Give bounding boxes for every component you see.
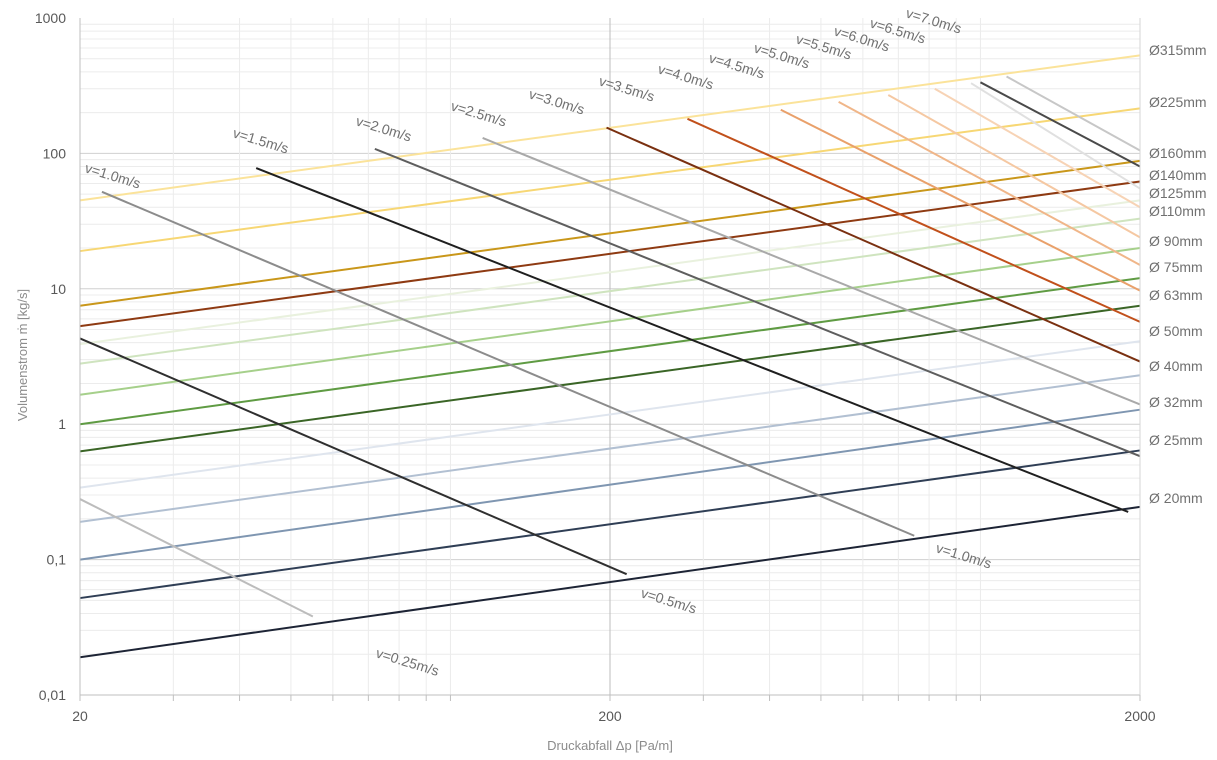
x-tick-label: 2000 (1124, 708, 1155, 724)
velocity-line (79, 337, 628, 576)
velocity-line (255, 167, 1129, 513)
diameter-label: Ø140mm (1149, 167, 1207, 183)
diameter-line (79, 340, 1141, 489)
diameter-lines (79, 54, 1141, 659)
velocity-line (838, 101, 1141, 266)
diameter-label: Ø 63mm (1149, 287, 1203, 303)
diameter-line (79, 247, 1141, 396)
velocity-line (934, 87, 1141, 209)
x-axis-title: Druckabfall Δp [Pa/m] (547, 738, 673, 753)
diameter-line (79, 374, 1141, 523)
velocity-label: v=0.25m/s (374, 645, 441, 679)
diameter-line (79, 408, 1141, 561)
velocity-line (79, 498, 314, 618)
y-tick-label: 1 (58, 416, 66, 432)
diameter-label: Ø 20mm (1149, 490, 1203, 506)
diameter-label: Ø160mm (1149, 145, 1207, 161)
diameter-line (79, 107, 1141, 253)
velocity-line (780, 108, 1141, 292)
velocity-line (687, 117, 1141, 323)
diameter-line (79, 505, 1141, 659)
velocity-label: v=2.0m/s (354, 113, 413, 145)
diameter-label: Ø 90mm (1149, 233, 1203, 249)
tick-labels: 20 200 2000 0,01 0,1 1 10 100 1000 (35, 10, 1156, 724)
diameter-line (79, 54, 1141, 202)
diameter-label: Ø125mm (1149, 185, 1207, 201)
diameter-label: Ø 50mm (1149, 323, 1203, 339)
diameter-label: Ø 32mm (1149, 394, 1203, 410)
x-tick-label: 20 (72, 708, 88, 724)
velocity-label: v=4.0m/s (656, 61, 715, 93)
diameter-line (79, 180, 1141, 328)
y-tick-label: 1000 (35, 10, 66, 26)
diameter-label: Ø315mm (1149, 42, 1207, 58)
y-tick-label: 0,01 (39, 687, 66, 703)
diameter-label: Ø225mm (1149, 94, 1207, 110)
diameter-line (79, 304, 1141, 453)
diameter-line (79, 199, 1141, 346)
diameter-line (79, 277, 1141, 426)
velocity-label: v=1.0m/s (934, 540, 993, 572)
diameter-label: Ø 75mm (1149, 259, 1203, 275)
velocity-label: v=1.0m/s (83, 160, 142, 192)
velocity-line (979, 81, 1141, 168)
velocity-lines (79, 75, 1141, 618)
x-tick-label: 200 (598, 708, 622, 724)
velocity-line (101, 190, 915, 537)
velocity-label: v=2.5m/s (449, 98, 508, 130)
y-tick-label: 10 (50, 281, 66, 297)
velocity-line (970, 82, 1141, 190)
velocity-line (606, 126, 1141, 363)
y-tick-label: 0,1 (47, 552, 67, 568)
diameter-label: Ø 25mm (1149, 432, 1203, 448)
diameter-label: Ø110mm (1149, 203, 1206, 219)
y-axis-title: Volumenstrom ṁ [kg/s] (15, 289, 30, 421)
velocity-line (887, 94, 1141, 239)
y-tick-label: 100 (43, 145, 67, 161)
velocity-line (374, 147, 1141, 458)
velocity-label: v=3.5m/s (597, 73, 656, 105)
diameter-line (79, 449, 1141, 600)
diameter-label: Ø 40mm (1149, 358, 1203, 374)
grid (79, 18, 1141, 696)
velocity-line (482, 137, 1141, 406)
velocity-line (1006, 75, 1141, 152)
diameter-line (79, 159, 1141, 307)
plot-frame (79, 18, 1141, 701)
